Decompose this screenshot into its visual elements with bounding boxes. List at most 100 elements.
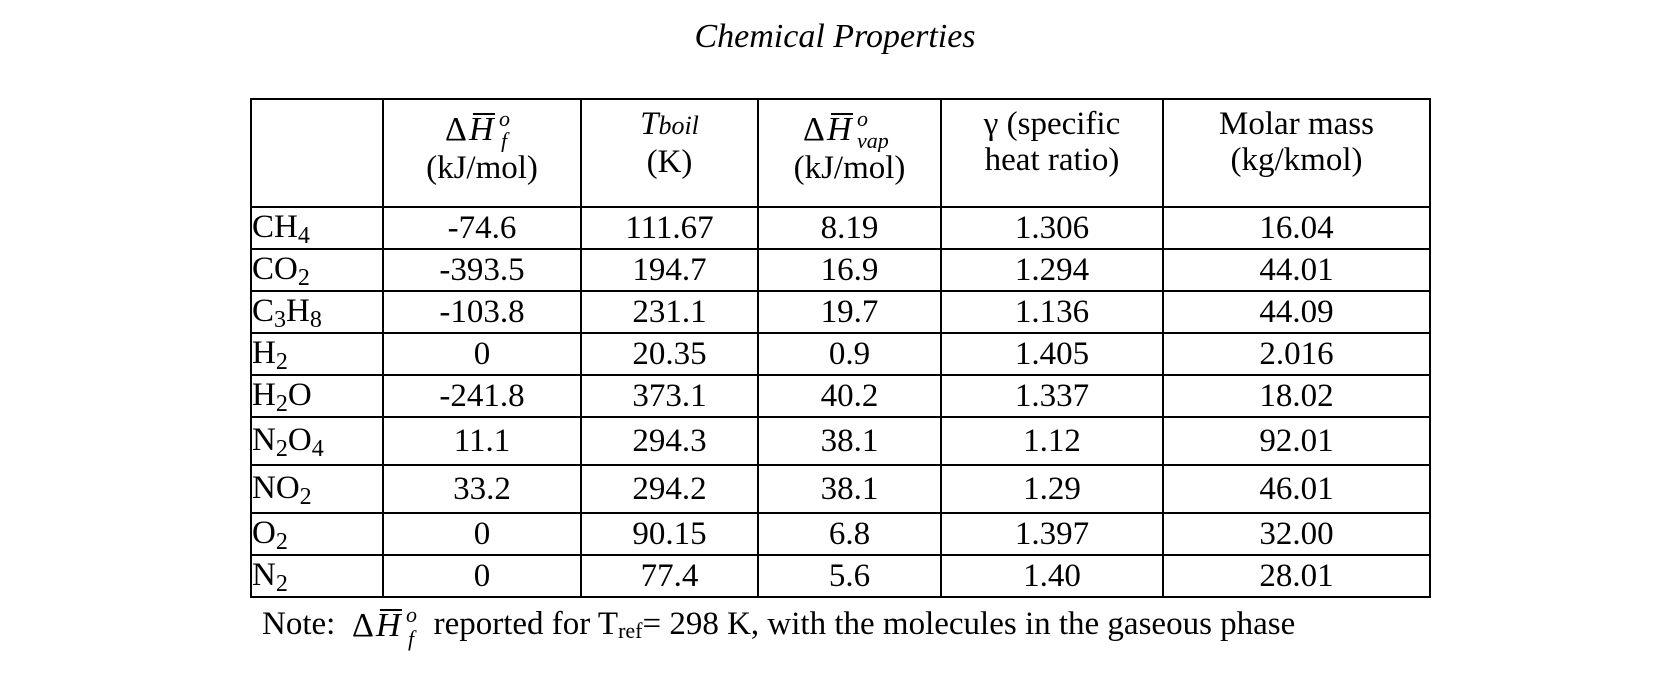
- molar-mass-value: 46.01: [1162, 464, 1431, 514]
- note-text-conditions: = 298 K, with the molecules in the gaseo…: [642, 606, 1296, 642]
- note-tref-subscript: ref: [618, 618, 643, 643]
- molar-mass-value: 44.01: [1162, 248, 1431, 292]
- boiling-temperature-unit: (K): [646, 144, 693, 180]
- page-title: Chemical Properties: [694, 18, 976, 55]
- compound-name: NO2: [250, 464, 384, 514]
- enthalpy-formation-value: 33.2: [382, 464, 582, 514]
- enthalpy-formation-value: 0: [382, 512, 582, 556]
- boiling-temperature-value: 294.2: [580, 464, 759, 514]
- svg-text:vap: vap: [857, 128, 889, 152]
- boiling-temperature-value: 231.1: [580, 290, 759, 334]
- compound-name: H2O: [250, 374, 384, 418]
- header-enthalpy-formation: Δ H o f (kJ/mol): [382, 98, 582, 208]
- boiling-temperature-value: 194.7: [580, 248, 759, 292]
- delta-h-vaporization-glyph: Δ H o vap: [803, 106, 889, 152]
- table-row: CO2 -393.5 194.7 16.9 1.294 44.01: [250, 248, 1431, 292]
- enthalpy-vaporization-value: 19.7: [757, 290, 942, 334]
- molar-mass-line2: (kg/kmol): [1230, 142, 1363, 178]
- svg-text:o: o: [499, 106, 510, 131]
- enthalpy-vaporization-value: 16.9: [757, 248, 942, 292]
- enthalpy-formation-value: 11.1: [382, 416, 582, 466]
- molar-mass-value: 28.01: [1162, 554, 1431, 598]
- molar-mass-value: 44.09: [1162, 290, 1431, 334]
- header-enthalpy-vaporization: Δ H o vap (kJ/mol): [757, 98, 942, 208]
- specific-heat-ratio-line1: γ (specific: [983, 106, 1121, 142]
- specific-heat-ratio-value: 1.306: [940, 206, 1164, 250]
- svg-text:H: H: [468, 111, 496, 148]
- enthalpy-formation-value: -103.8: [382, 290, 582, 334]
- enthalpy-formation-value: -74.6: [382, 206, 582, 250]
- note-text-reported: reported for T: [433, 606, 619, 642]
- specific-heat-ratio-value: 1.337: [940, 374, 1164, 418]
- table-row: H2O -241.8 373.1 40.2 1.337 18.02: [250, 374, 1431, 418]
- compound-name: N2: [250, 554, 384, 598]
- table-row: N2O4 11.1 294.3 38.1 1.12 92.01: [250, 416, 1431, 466]
- header-compound: [250, 98, 384, 208]
- boiling-temperature-value: 373.1: [580, 374, 759, 418]
- table-row: C3H8 -103.8 231.1 19.7 1.136 44.09: [250, 290, 1431, 334]
- enthalpy-vaporization-value: 38.1: [757, 464, 942, 514]
- enthalpy-formation-symbol: Δ H o f: [384, 100, 580, 152]
- enthalpy-vaporization-symbol: Δ H o vap: [759, 100, 940, 152]
- enthalpy-vaporization-value: 0.9: [757, 332, 942, 376]
- enthalpy-formation-value: 0: [382, 332, 582, 376]
- table-row: NO2 33.2 294.2 38.1 1.29 46.01: [250, 464, 1431, 514]
- specific-heat-ratio-value: 1.29: [940, 464, 1164, 514]
- table-header-row: Δ H o f (kJ/mol) Tboil (K) Δ H: [250, 98, 1431, 208]
- svg-text:o: o: [857, 106, 868, 131]
- molar-mass-value: 2.016: [1162, 332, 1431, 376]
- molar-mass-value: 18.02: [1162, 374, 1431, 418]
- header-molar-mass: Molar mass (kg/kmol): [1162, 98, 1431, 208]
- specific-heat-ratio-value: 1.397: [940, 512, 1164, 556]
- compound-name: C3H8: [250, 290, 384, 334]
- enthalpy-formation-unit: (kJ/mol): [426, 150, 538, 186]
- svg-text:Δ: Δ: [803, 111, 825, 148]
- chemical-properties-table: Δ H o f (kJ/mol) Tboil (K) Δ H: [250, 98, 1431, 598]
- table-row: CH4 -74.6 111.67 8.19 1.306 16.04: [250, 206, 1431, 250]
- table-row: H2 0 20.35 0.9 1.405 2.016: [250, 332, 1431, 376]
- enthalpy-vaporization-unit: (kJ/mol): [793, 150, 906, 186]
- delta-h-formation-glyph: Δ H o f: [445, 106, 510, 152]
- svg-text:Δ: Δ: [352, 607, 374, 644]
- molar-mass-line1: Molar mass: [1219, 106, 1374, 142]
- enthalpy-vaporization-value: 5.6: [757, 554, 942, 598]
- molar-mass-value: 16.04: [1162, 206, 1431, 250]
- svg-text:Δ: Δ: [445, 111, 467, 148]
- enthalpy-vaporization-value: 8.19: [757, 206, 942, 250]
- enthalpy-formation-value: 0: [382, 554, 582, 598]
- table-row: N2 0 77.4 5.6 1.40 28.01: [250, 554, 1431, 598]
- table-row: O2 0 90.15 6.8 1.397 32.00: [250, 512, 1431, 556]
- specific-heat-ratio-value: 1.12: [940, 416, 1164, 466]
- enthalpy-formation-value: -393.5: [382, 248, 582, 292]
- svg-text:o: o: [406, 606, 417, 627]
- compound-name: CO2: [250, 248, 384, 292]
- enthalpy-vaporization-value: 38.1: [757, 416, 942, 466]
- svg-text:f: f: [408, 626, 417, 651]
- header-boiling-temperature: Tboil (K): [580, 98, 759, 208]
- compound-name: O2: [250, 512, 384, 556]
- header-specific-heat-ratio: γ (specific heat ratio): [940, 98, 1164, 208]
- enthalpy-formation-value: -241.8: [382, 374, 582, 418]
- compound-name: H2: [250, 332, 384, 376]
- compound-name: CH4: [250, 206, 384, 250]
- note-prefix: Note:: [262, 606, 336, 642]
- molar-mass-value: 32.00: [1162, 512, 1431, 556]
- boiling-temperature-value: 77.4: [580, 554, 759, 598]
- boiling-temperature-symbol: Tboil: [640, 106, 699, 142]
- compound-name: N2O4: [250, 416, 384, 466]
- specific-heat-ratio-value: 1.136: [940, 290, 1164, 334]
- boiling-temperature-value: 20.35: [580, 332, 759, 376]
- specific-heat-ratio-line2: heat ratio): [984, 142, 1120, 178]
- specific-heat-ratio-value: 1.405: [940, 332, 1164, 376]
- boiling-temperature-value: 294.3: [580, 416, 759, 466]
- specific-heat-ratio-value: 1.40: [940, 554, 1164, 598]
- boiling-temperature-value: 111.67: [580, 206, 759, 250]
- molar-mass-value: 92.01: [1162, 416, 1431, 466]
- svg-text:H: H: [375, 607, 403, 644]
- svg-text:H: H: [826, 111, 854, 148]
- enthalpy-vaporization-value: 6.8: [757, 512, 942, 556]
- svg-text:f: f: [501, 128, 510, 152]
- delta-h-formation-note-glyph: Δ H o f: [352, 606, 417, 651]
- specific-heat-ratio-value: 1.294: [940, 248, 1164, 292]
- boiling-temperature-value: 90.15: [580, 512, 759, 556]
